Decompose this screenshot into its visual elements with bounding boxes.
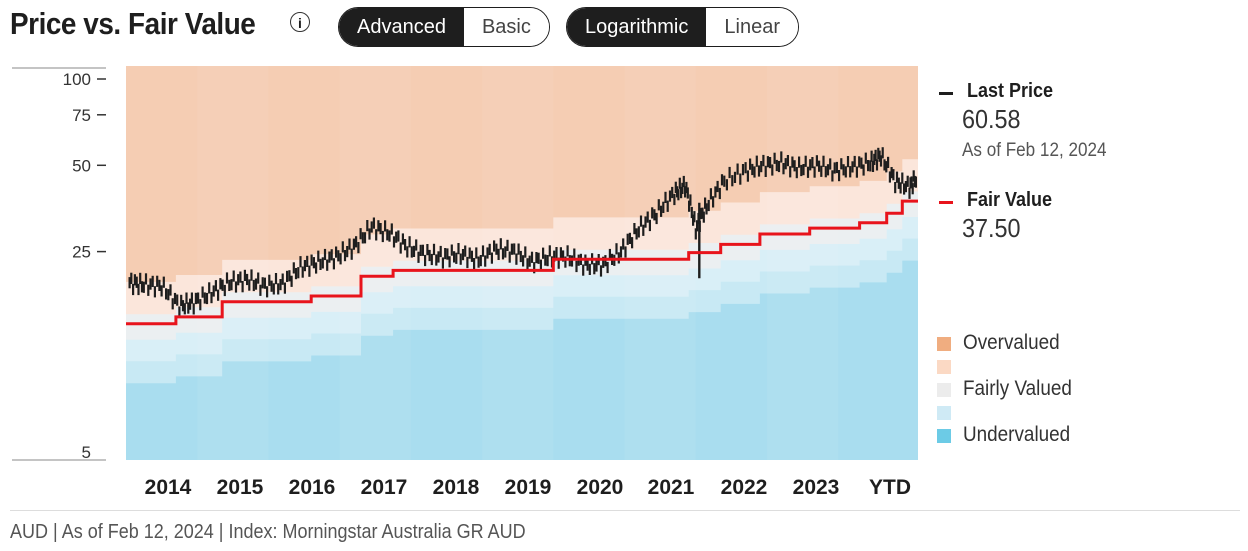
footer-divider	[10, 510, 1240, 511]
info-circle-icon[interactable]: i	[290, 12, 310, 32]
x-tick-label: 2022	[721, 476, 768, 499]
x-tick-label: 2017	[361, 476, 408, 499]
year-stripe	[624, 66, 696, 460]
y-tick-label: 75	[72, 106, 91, 125]
x-tick-label: 2016	[289, 476, 336, 499]
x-tick-label: 2015	[217, 476, 264, 499]
price-vs-fair-value-chart: 100 75 50 25 5 2014 2015 2016 2017 2018 2019 2020 20…	[12, 66, 918, 499]
legend-band-swatch	[937, 337, 951, 351]
legend-band-label: Overvalued	[963, 331, 1060, 354]
last-price-swatch	[939, 92, 953, 95]
logarithmic-button[interactable]: Logarithmic	[567, 8, 707, 46]
legend-band-label: Fairly Valued	[963, 377, 1072, 400]
fair-value-value: 37.50	[962, 213, 1021, 243]
x-tick-label: 2014	[145, 476, 192, 499]
year-stripe	[197, 66, 269, 460]
year-stripe	[339, 66, 411, 460]
y-tick-label: 100	[63, 70, 91, 89]
y-tick-label: 50	[72, 156, 91, 175]
legend-band-label: Undervalued	[963, 423, 1071, 446]
scale-toggle: Logarithmic Linear	[566, 7, 799, 47]
year-stripe	[767, 66, 839, 460]
legend-band-swatch	[937, 383, 951, 397]
mode-toggle: Advanced Basic	[338, 7, 550, 47]
last-price-label: Last Price	[967, 80, 1054, 102]
legend-band-swatch	[937, 406, 951, 420]
legend-band-swatch	[937, 429, 951, 443]
chart-header: Price vs. Fair Value i Advanced Basic Lo…	[10, 2, 1240, 52]
x-tick-label: 2019	[505, 476, 552, 499]
x-tick-label: 2021	[648, 476, 695, 499]
x-tick-label: 2020	[577, 476, 624, 499]
x-tick-label: 2023	[793, 476, 840, 499]
fair-value-line	[126, 199, 918, 326]
page-title: Price vs. Fair Value	[10, 6, 256, 41]
advanced-button[interactable]: Advanced	[339, 8, 464, 46]
footer-note: AUD | As of Feb 12, 2024 | Index: Mornin…	[10, 521, 526, 543]
legend-band-swatch	[937, 360, 951, 374]
last-price-as-of: As of Feb 12, 2024	[962, 140, 1107, 161]
basic-button[interactable]: Basic	[463, 8, 549, 46]
x-tick-label: 2018	[433, 476, 480, 499]
linear-button[interactable]: Linear	[706, 8, 798, 46]
x-tick-label: YTD	[869, 476, 911, 499]
fair-value-label: Fair Value	[967, 189, 1053, 211]
last-price-value: 60.58	[962, 104, 1021, 134]
fair-value-swatch	[939, 201, 953, 204]
y-tick-label: 25	[72, 243, 91, 262]
y-tick-label: 5	[82, 443, 91, 462]
band-undervalued-3	[126, 260, 918, 460]
